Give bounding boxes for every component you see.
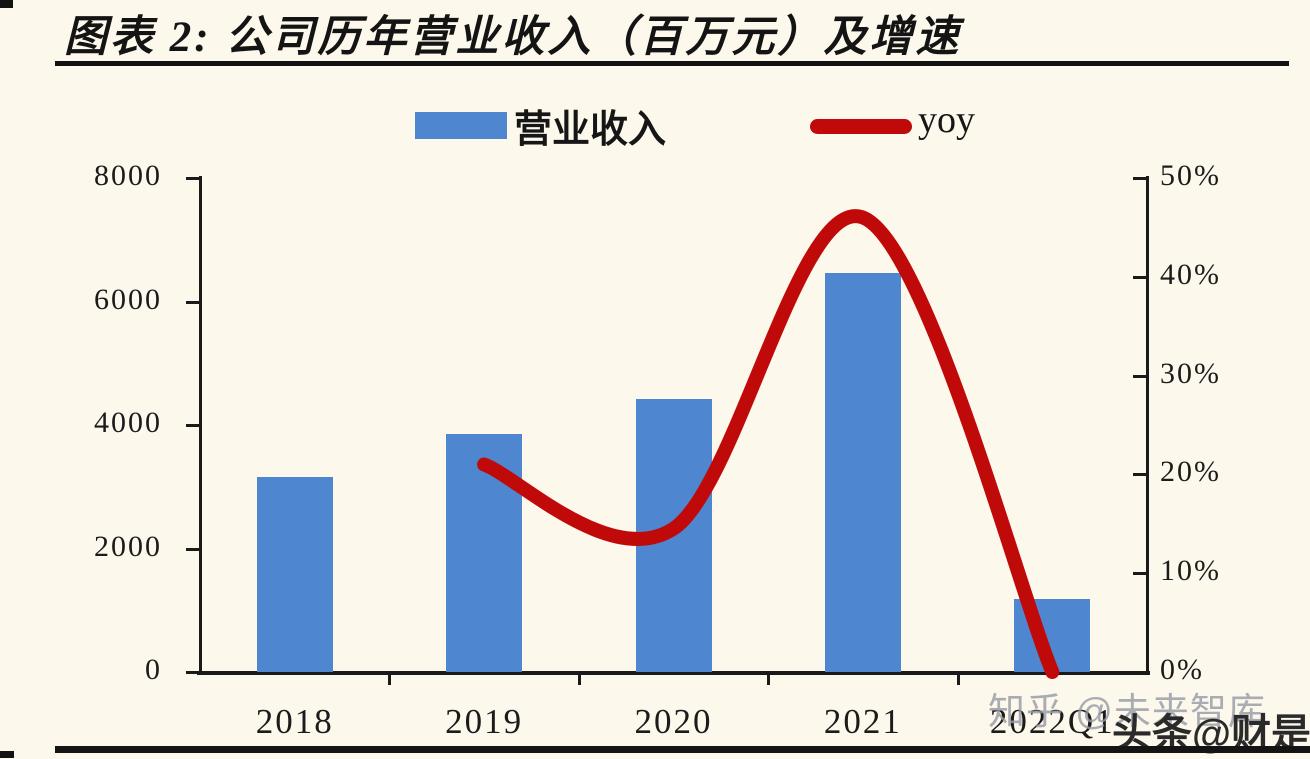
right-axis-tick-label: 10% [1160,554,1221,588]
x-axis-label: 2022Q1 [989,702,1115,741]
legend-revenue-swatch [415,112,507,139]
right-axis-tick-mark [1133,177,1147,180]
right-axis-tick-mark [1133,473,1147,477]
scan-artifact-corner-bottom [0,751,14,758]
legend-yoy-label: yoy [918,99,975,141]
right-axis-tick-label: 40% [1160,257,1221,291]
left-axis-tick-mark [186,177,200,180]
right-y-axis-line [1146,176,1149,675]
right-axis-tick-mark [1133,572,1147,576]
left-axis-tick-label: 0 [145,653,162,686]
left-axis-tick-label: 2000 [94,529,162,563]
legend-revenue-label: 营业收入 [514,109,667,151]
left-axis-tick-label: 8000 [94,159,162,192]
scan-artifact-corner-top [0,0,13,8]
left-axis-tick-mark [186,300,200,304]
x-axis-tick-mark [577,672,581,685]
legend-yoy-line-swatch [810,119,912,134]
yoy-line [477,209,1060,679]
left-y-axis-line [199,176,202,675]
x-axis-label: 2021 [823,702,902,741]
x-axis-tick-mark [388,672,392,685]
right-axis-tick-mark [1133,275,1147,279]
right-axis-tick-mark [1133,671,1147,674]
right-axis-tick-label: 50% [1160,159,1221,192]
revenue-bar [824,273,901,672]
left-axis-tick-mark [186,424,200,427]
x-axis-tick-mark [767,672,771,685]
right-axis-tick-mark [1133,374,1147,378]
right-axis-tick-label: 30% [1160,356,1221,390]
right-axis-tick-label: 0% [1160,653,1204,686]
right-axis-tick-label: 20% [1160,455,1221,489]
x-axis-line [197,671,1150,675]
left-axis-tick-mark [186,671,200,674]
left-axis-tick-label: 4000 [94,406,162,439]
x-axis-tick-mark [956,672,960,685]
x-axis-label: 2019 [445,702,524,741]
bottom-border-rule [55,746,1310,753]
x-axis-label: 2018 [255,702,334,741]
watermark-zhihu: 知乎 @未来智库 [988,691,1266,732]
title-underline [55,61,1289,66]
x-axis-label: 2020 [634,702,713,741]
figure-title: 图表 2: 公司历年营业收入（百万元）及增速 [64,14,962,61]
left-axis-tick-mark [186,547,200,551]
revenue-bar [256,477,333,672]
left-axis-tick-label: 6000 [94,282,162,316]
